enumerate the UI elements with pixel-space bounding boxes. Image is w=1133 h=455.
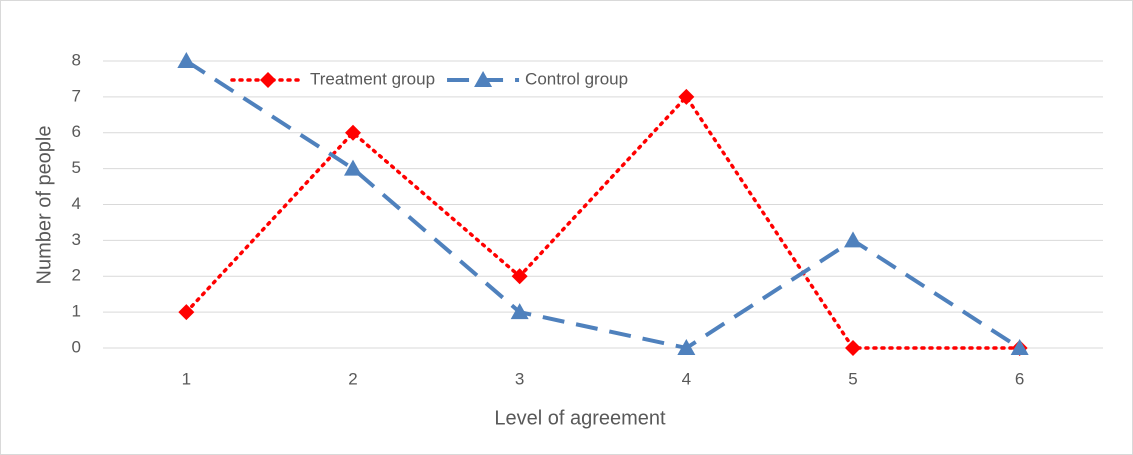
legend-marker: [474, 71, 493, 87]
y-tick-label: 5: [72, 158, 81, 177]
y-tick-label: 8: [72, 50, 81, 69]
data-point: [177, 52, 196, 68]
y-tick-label: 0: [72, 337, 81, 356]
y-tick-label: 6: [72, 122, 81, 141]
y-axis-label: Number of people: [33, 126, 55, 285]
x-axis-label: Level of agreement: [494, 407, 666, 429]
x-tick-label: 6: [1015, 369, 1024, 388]
data-point: [345, 124, 361, 141]
data-point: [677, 339, 696, 355]
x-tick-label: 2: [348, 369, 357, 388]
y-tick-label: 7: [72, 86, 81, 105]
data-point: [511, 268, 528, 285]
data-point: [678, 88, 695, 105]
data-point: [845, 340, 861, 356]
data-point: [510, 303, 529, 320]
series-line: [184, 94, 1022, 350]
legend-label: Treatment group: [310, 69, 435, 88]
data-point: [178, 304, 195, 321]
x-tick-label: 1: [182, 369, 191, 388]
data-point: [344, 159, 362, 176]
legend-label: Control group: [525, 69, 628, 88]
x-tick-label: 3: [515, 369, 524, 388]
legend-marker: [260, 72, 276, 88]
data-point: [844, 231, 862, 248]
x-tick-label: 5: [848, 369, 857, 388]
y-tick-label: 4: [72, 194, 81, 213]
y-tick-label: 2: [72, 266, 81, 285]
data-point: [1010, 339, 1029, 355]
y-tick-label: 1: [72, 302, 81, 321]
y-tick-label: 3: [72, 230, 81, 249]
x-tick-label: 4: [682, 369, 691, 388]
series-line: [185, 59, 1021, 351]
